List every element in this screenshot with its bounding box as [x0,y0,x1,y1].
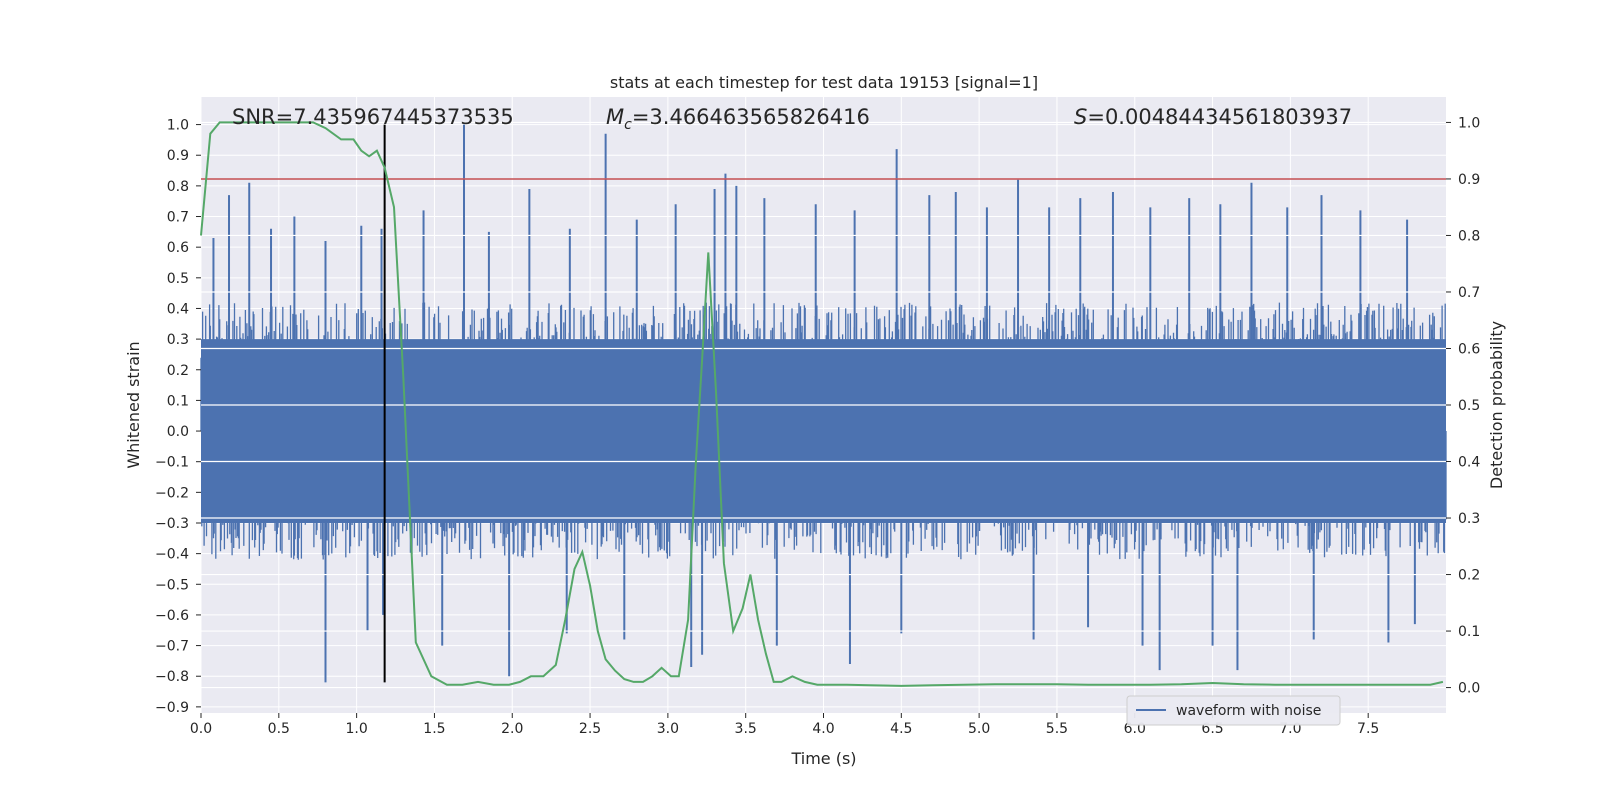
x-axis-label: Time (s) [790,749,856,768]
y-tick-label-left: −0.1 [155,455,189,471]
y-tick-label-left: −0.2 [155,485,189,501]
y-tick-label-right: 0.2 [1458,568,1480,584]
chirp-mass-subscript: c [624,117,632,133]
x-tick-label: 0.0 [190,721,212,737]
y-axis-label-left: Whitened strain [124,341,143,468]
y-tick-label-right: 0.3 [1458,511,1480,527]
s-value: =0.00484434561803937 [1087,105,1352,129]
x-tick-label: 0.5 [268,721,290,737]
x-tick-label: 5.5 [1046,721,1068,737]
detection-probability-line [200,121,1444,687]
y-tick-label-right: 0.9 [1458,172,1480,188]
y-tick-label-left: 0.0 [167,424,189,440]
y-tick-label-left: 0.2 [167,363,189,379]
y-tick-label-left: 0.5 [167,271,189,287]
snr-annotation: SNR=7.435967445373535 [232,105,514,129]
y-tick-label-left: −0.4 [155,547,189,563]
s-symbol: S [1074,105,1087,129]
y-tick-label-left: −0.8 [155,669,189,685]
legend-label: waveform with noise [1176,703,1321,719]
y-tick-label-right: 0.6 [1458,341,1480,357]
y-tick-label-right: 0.1 [1458,624,1480,640]
y-tick-label-right: 1.0 [1458,115,1480,131]
chirp-mass-value: =3.466463565826416 [632,105,870,129]
y-tick-label-left: −0.7 [155,639,189,655]
legend: waveform with noise [1126,695,1341,726]
x-tick-label: 3.5 [735,721,757,737]
x-tick-label: 1.0 [345,721,367,737]
y-tick-label-left: 0.1 [167,393,189,409]
x-tick-label: 3.0 [657,721,679,737]
y-tick-label-right: 0.8 [1458,228,1480,244]
y-tick-label-left: 1.0 [167,118,189,134]
y-tick-label-left: −0.6 [155,608,189,624]
axis-ticks: 0.0 0.5 1.0 1.5 2.0 2.5 3.0 3.5 4.0 4.5 5.0 5.5 6.0 6… [155,115,1480,737]
s-annotation: S=0.00484434561803937 [1074,105,1352,129]
threshold-lines [201,121,1446,689]
y-tick-label-right: 0.4 [1458,455,1480,471]
detection-probability-series [200,121,1444,687]
x-tick-label: 5.0 [968,721,990,737]
x-tick-label: 7.5 [1357,721,1379,737]
chirp-mass-annotation: Mc=3.466463565826416 [606,105,870,133]
y-tick-label-left: 0.7 [167,210,189,226]
y-tick-label-right: 0.5 [1458,398,1480,414]
y-axis-label-right: Detection probability [1487,321,1506,489]
y-tick-label-left: −0.5 [155,577,189,593]
x-tick-label: 2.5 [579,721,601,737]
y-tick-label-left: 0.9 [167,148,189,164]
waveform-core-band [201,339,1446,523]
chart-title: stats at each timestep for test data 191… [610,73,1038,92]
y-tick-label-right: 0.7 [1458,285,1480,301]
y-tick-label-left: −0.9 [155,700,189,716]
x-tick-label: 2.0 [501,721,523,737]
y-tick-label-left: 0.3 [167,332,189,348]
x-tick-label: 1.5 [423,721,445,737]
y-tick-label-left: 0.6 [167,240,189,256]
legend-box [1126,695,1341,726]
y-tick-label-left: −0.3 [155,516,189,532]
x-tick-label: 4.5 [890,721,912,737]
y-tick-label-left: 0.8 [167,179,189,195]
chirp-mass-symbol: M [606,105,624,129]
x-tick-label: 4.0 [812,721,834,737]
y-tick-label-left: 0.4 [167,301,189,317]
y-tick-label-right: 0.0 [1458,681,1480,697]
